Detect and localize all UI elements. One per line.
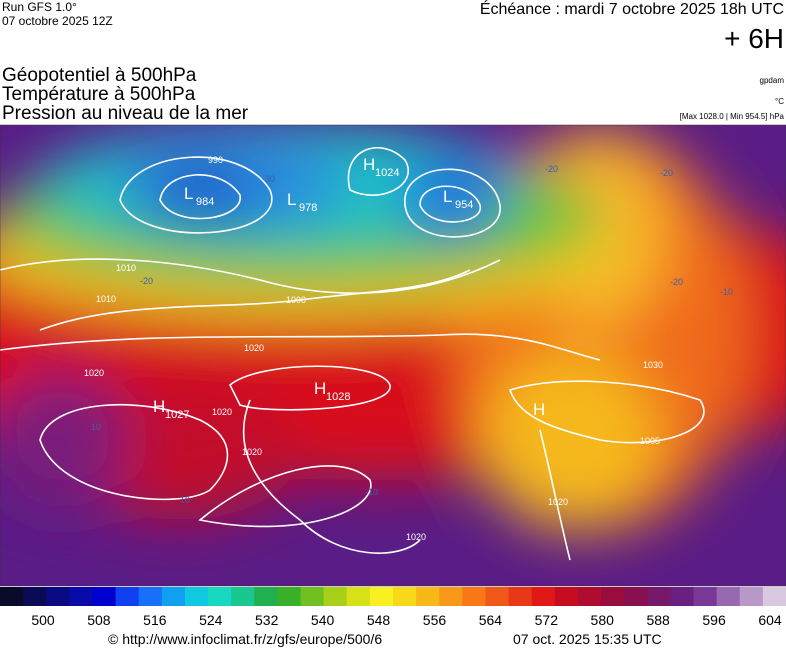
title: Pression au niveau de la mer (2, 103, 249, 124)
pressure-center-value: 1028 (326, 391, 350, 403)
colorbar-swatch (254, 587, 278, 606)
pressure-center-value: 954 (455, 199, 473, 211)
colorbar-swatch (670, 587, 695, 606)
colorbar-tick-label: 540 (311, 612, 335, 628)
colorbar-swatch (208, 587, 232, 606)
title: Température à 500hPa (2, 84, 196, 105)
colorbar (0, 587, 786, 606)
colorbar-tick-label: 564 (479, 612, 503, 628)
colorbar-swatch (0, 587, 24, 606)
colorbar-swatch (231, 587, 255, 606)
isobar-label: 1000 (286, 295, 306, 305)
pressure-center-letter: H (314, 379, 326, 398)
colorbar-tick-label: 572 (535, 612, 559, 628)
pressure-center-value: 984 (196, 196, 214, 208)
colorbar-swatch (485, 587, 510, 606)
unit: °C (775, 97, 784, 106)
run: Run GFS 1.0° (2, 0, 77, 14)
pressure-center-value: 1024 (375, 167, 399, 179)
colorbar-swatch (277, 587, 302, 606)
colorbar-swatch (531, 587, 556, 606)
colorbar-swatch (92, 587, 117, 606)
timestamp: 07 oct. 2025 15:35 UTC (513, 631, 662, 647)
isobar-label: 1020 (242, 447, 262, 457)
isobar-label: 1005 (640, 436, 660, 446)
colorbar-swatch (577, 587, 602, 606)
colorbar-swatch (601, 587, 625, 606)
temperature-label: 10 (91, 422, 101, 432)
colorbar-swatch (115, 587, 140, 606)
temperature-label: -10 (365, 487, 378, 497)
temperature-label: -20 (545, 164, 558, 174)
colorbar-swatch (647, 587, 671, 606)
pressure-center-letter: L (287, 190, 296, 209)
colorbar-swatch (739, 587, 764, 606)
colorbar-ticks: 500 508 516 524 532 540 548 556 564 572 580 588 596 6… (31, 612, 782, 628)
colorbar-tick-label: 548 (367, 612, 391, 628)
pressure-center-letter: H (363, 155, 375, 174)
colorbar-swatch (462, 587, 486, 606)
colorbar-swatch (69, 587, 93, 606)
temperature-label: -20 (140, 276, 153, 286)
isobar-label: 990 (208, 155, 223, 165)
colorbar-tick-label: 588 (646, 612, 670, 628)
colorbar-swatch (393, 587, 417, 606)
isobar-label: 1030 (643, 360, 663, 370)
colorbar-tick-label: 604 (758, 612, 782, 628)
source-url: © http://www.infoclimat.fr/z/gfs/europe/… (108, 631, 382, 647)
colorbar-swatch (346, 587, 371, 606)
colorbar-swatch (300, 587, 325, 606)
temperature-label: -30 (262, 174, 275, 184)
colorbar-swatch (716, 587, 741, 606)
temperature-label: 10 (180, 495, 190, 505)
colorbar-swatch (624, 587, 648, 606)
unit: gpdam (760, 76, 785, 85)
colorbar-swatch (693, 587, 718, 606)
colorbar-swatch (46, 587, 70, 606)
colorbar-tick-label: 532 (255, 612, 279, 628)
colorbar-tick-label: 556 (423, 612, 447, 628)
isobar-label: 1020 (84, 368, 104, 378)
pressure-center-letter: H (153, 397, 165, 416)
colorbar-tick-label: 580 (591, 612, 615, 628)
isobars (0, 147, 705, 561)
pressure-center-letter: H (533, 400, 545, 419)
isobar-label: 1020 (212, 407, 232, 417)
unit: [Max 1028.0 | Min 954.5] hPa (680, 112, 785, 121)
colorbar-tick-label: 500 (31, 612, 55, 628)
colorbar-tick-label: 508 (87, 612, 111, 628)
colorbar-tick-label: 524 (199, 612, 223, 628)
pressure-center-letter: L (184, 184, 193, 203)
temperature-label: -10 (720, 287, 733, 297)
colorbar-tick-label: 516 (143, 612, 167, 628)
isobar-label: 1010 (96, 294, 116, 304)
pressure-center-value: 978 (299, 202, 317, 214)
colorbar-swatch (161, 587, 186, 606)
colorbar-swatch (184, 587, 209, 606)
colorbar-swatch (554, 587, 579, 606)
valid-time: Échéance : mardi 7 octobre 2025 18h UTC (480, 0, 784, 18)
isobar-label: 1020 (548, 497, 568, 507)
pressure-center-letter: L (443, 187, 452, 206)
colorbar-swatch (23, 587, 47, 606)
colorbar-swatch (416, 587, 440, 606)
title: Géopotentiel à 500hPa (2, 65, 197, 86)
colorbar-swatch (323, 587, 348, 606)
colorbar-swatch (439, 587, 463, 606)
isobar-label: 1010 (116, 263, 136, 273)
lead-time: + 6H (724, 23, 784, 54)
temperature-label: -20 (670, 277, 683, 287)
pressure-center-value: 1027 (165, 409, 189, 421)
colorbar-swatch (138, 587, 163, 606)
colorbar-swatch (762, 587, 786, 606)
isobar-label: 1020 (244, 343, 264, 353)
colorbar-swatch (508, 587, 533, 606)
colorbar-tick-label: 596 (702, 612, 726, 628)
temperature-label: -20 (660, 168, 673, 178)
run-date: 07 octobre 2025 12Z (2, 14, 113, 28)
colorbar-swatch (369, 587, 394, 606)
isobar-label: 1020 (406, 532, 426, 542)
